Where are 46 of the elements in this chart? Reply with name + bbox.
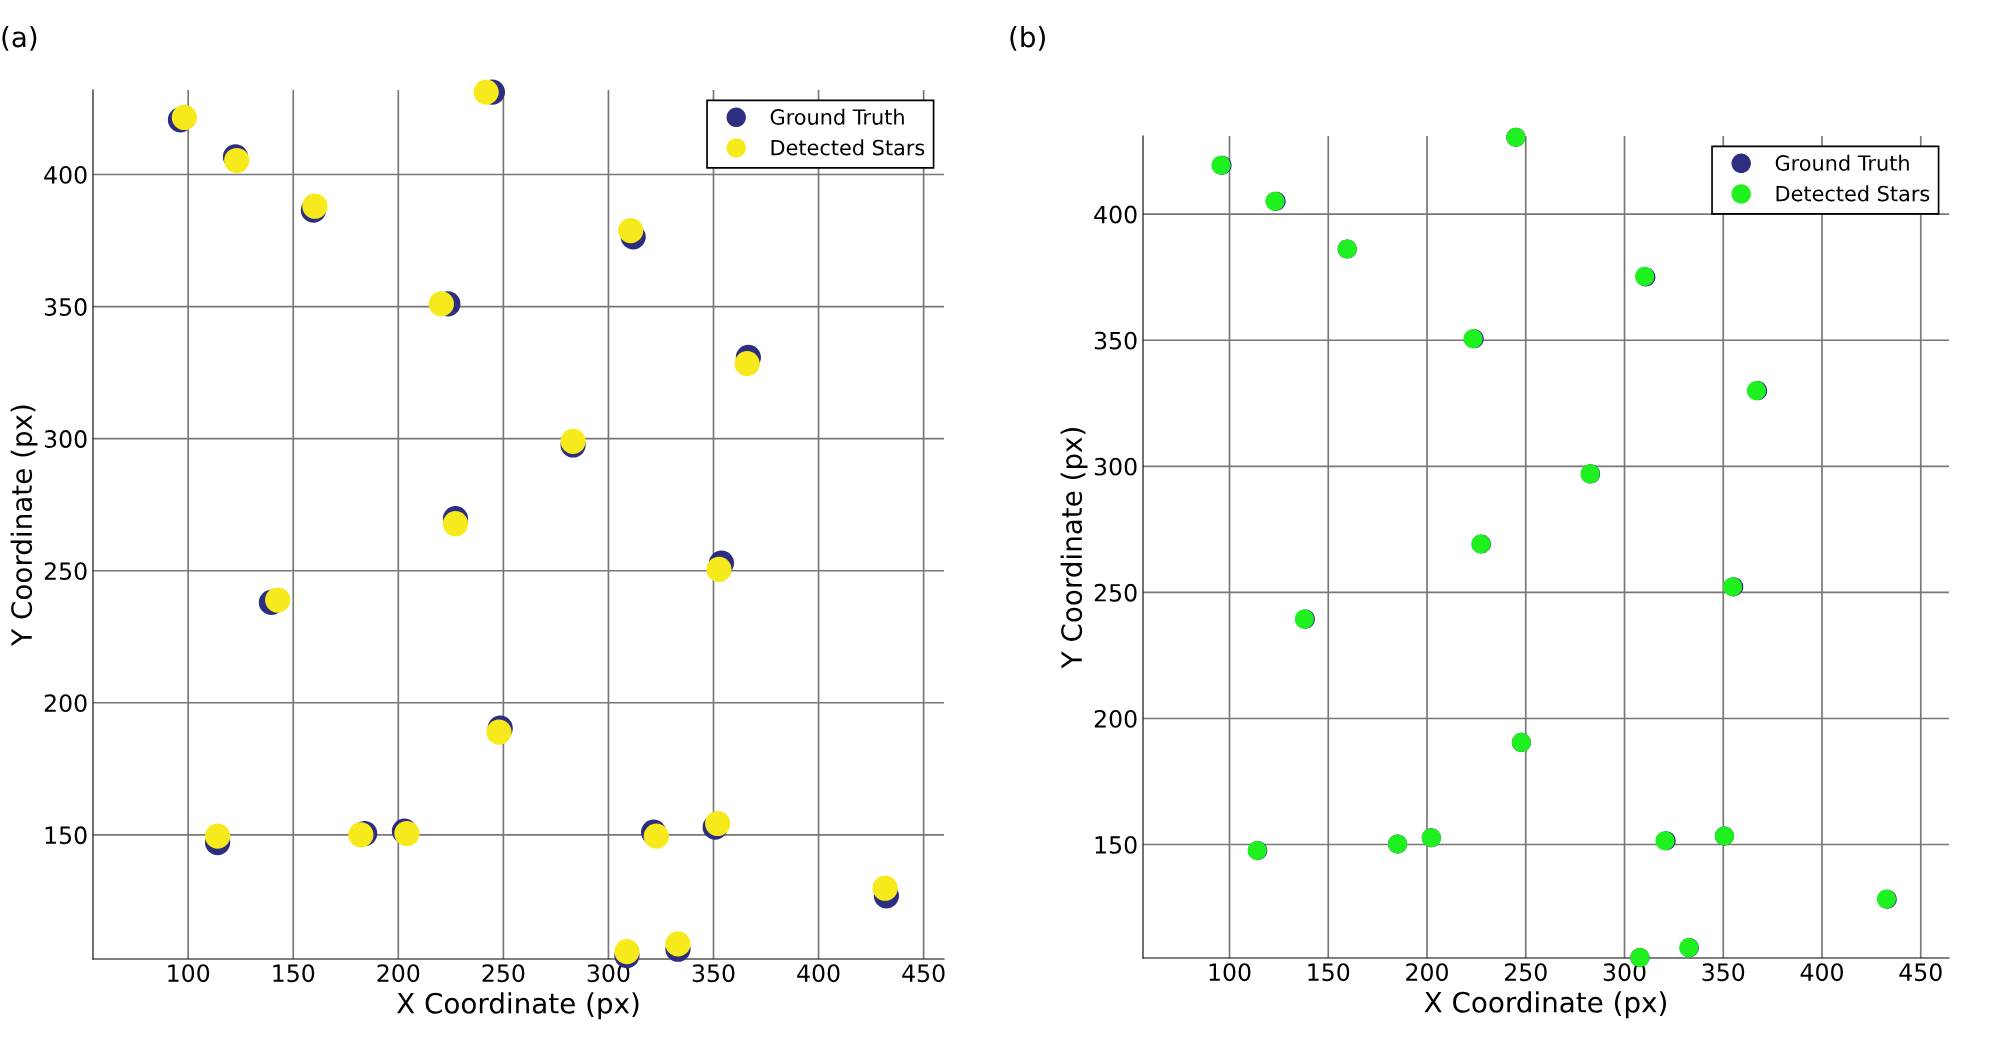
x-tick-label: 200 xyxy=(1406,963,1448,982)
x-tick-label: 450 xyxy=(902,964,945,983)
x-tick-label: 200 xyxy=(377,964,420,983)
chart-title: (a) xyxy=(2,25,37,51)
y-tick-label: 300 xyxy=(1094,457,1137,476)
y-tick-label: 350 xyxy=(44,298,87,316)
legend-label: Detected Stars xyxy=(771,139,925,156)
y-tick-label: 350 xyxy=(1094,331,1137,350)
y-tick-label: 400 xyxy=(1094,205,1137,224)
x-axis-title: X Coordinate (px) xyxy=(396,992,639,1020)
x-tick-label: 350 xyxy=(692,964,735,983)
point xyxy=(442,511,469,537)
x-tick-label: 150 xyxy=(1308,963,1350,982)
x-tick-label: 100 xyxy=(1209,963,1251,982)
y-tick-label: 250 xyxy=(44,562,87,581)
y-tick-label: 200 xyxy=(1094,709,1137,728)
x-tick-label: 100 xyxy=(168,964,210,983)
y-axis-title: Y Coordinate (px) xyxy=(10,405,38,646)
legend-label: Detected Stars xyxy=(1776,185,1930,202)
x-tick-label: 400 xyxy=(1800,963,1843,982)
y-tick-label: 200 xyxy=(44,694,87,713)
y-tick-label: 400 xyxy=(44,165,87,184)
y-tick-label: 150 xyxy=(1095,835,1137,854)
point xyxy=(665,931,691,957)
y-tick-label: 300 xyxy=(44,430,87,448)
y-tick-label: 150 xyxy=(45,826,87,845)
y-axis-title: Y Coordinate (px) xyxy=(1060,428,1088,669)
legend-label: Ground Truth xyxy=(1775,154,1909,171)
x-tick-label: 250 xyxy=(1504,963,1547,982)
chart-title: (b) xyxy=(1010,25,1045,51)
x-tick-label: 250 xyxy=(482,964,525,983)
point xyxy=(872,875,898,901)
point xyxy=(618,217,644,244)
y-tick-label: 250 xyxy=(1094,583,1137,602)
point xyxy=(428,291,454,317)
legend-label: Ground Truth xyxy=(770,108,904,125)
x-tick-label: 400 xyxy=(797,964,840,983)
x-tick-label: 450 xyxy=(1899,963,1942,982)
point xyxy=(706,556,732,583)
point xyxy=(204,823,231,849)
point xyxy=(734,351,760,377)
x-axis-title: X Coordinate (px) xyxy=(1424,991,1666,1019)
point xyxy=(473,79,499,105)
x-tick-label: 350 xyxy=(1702,963,1745,982)
x-tick-label: 150 xyxy=(273,964,315,983)
point xyxy=(265,587,291,613)
